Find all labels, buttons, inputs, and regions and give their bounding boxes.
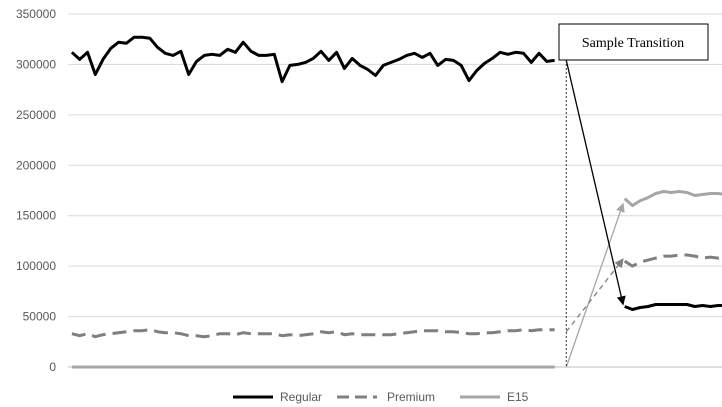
series-line-e15-after bbox=[623, 190, 722, 208]
series-line-regular bbox=[70, 35, 555, 84]
annotation-box bbox=[558, 23, 709, 61]
y-axis-ticks: 0 50000 100000 150000 200000 250000 300000 3500… bbox=[16, 7, 56, 374]
y-tick-label: 150000 bbox=[16, 209, 56, 223]
transition-arrow-e15 bbox=[565, 202, 625, 368]
y-tick-label: 0 bbox=[49, 360, 56, 374]
series-line-premium bbox=[71, 328, 555, 339]
y-tick-label: 350000 bbox=[16, 7, 56, 21]
legend: Regular Premium E15 bbox=[233, 390, 529, 404]
transition-arrow-regular bbox=[565, 60, 626, 306]
transition-annotation: Sample Transition bbox=[558, 23, 709, 368]
annotation-label: Sample Transition bbox=[582, 36, 684, 51]
series-line-premium-after bbox=[623, 253, 722, 268]
transition-arrow-premium bbox=[565, 258, 624, 333]
legend-label-regular: Regular bbox=[280, 390, 322, 404]
gridlines bbox=[68, 13, 722, 368]
y-tick-label: 250000 bbox=[16, 108, 56, 122]
series-line-regular-after bbox=[624, 303, 722, 311]
legend-label-premium: Premium bbox=[387, 390, 435, 404]
legend-label-e15: E15 bbox=[507, 390, 529, 404]
y-tick-label: 50000 bbox=[23, 310, 57, 324]
series-lines bbox=[70, 35, 722, 369]
y-tick-label: 100000 bbox=[16, 259, 56, 273]
y-tick-label: 300000 bbox=[16, 57, 56, 71]
y-tick-label: 200000 bbox=[16, 158, 56, 172]
